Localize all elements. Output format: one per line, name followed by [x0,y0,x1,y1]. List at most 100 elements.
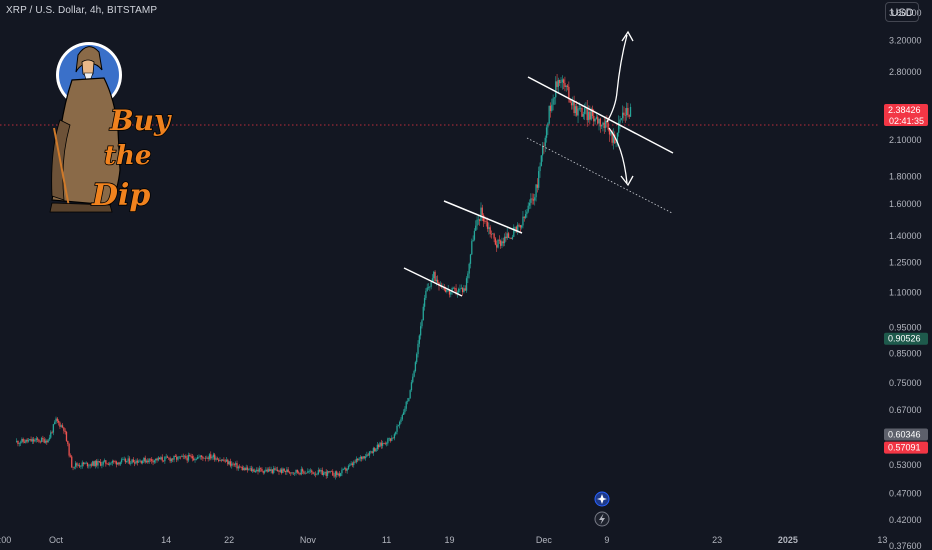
candle [618,115,620,137]
candle [64,428,66,435]
candle [581,105,583,118]
candle [619,116,621,130]
candle [287,466,289,473]
candle [60,424,62,428]
candle [552,94,554,111]
candle [96,459,98,468]
channel-lower-line[interactable] [526,137,673,214]
candle [174,454,177,457]
candle [628,114,630,119]
candle [538,166,540,191]
candle [347,464,350,470]
candle [515,225,518,233]
candle [326,469,329,479]
candle [25,439,27,444]
candle [246,465,249,473]
channel-upper-line[interactable] [527,76,674,154]
candle [191,453,194,462]
y-tick-label: 1.40000 [889,231,922,241]
candle [412,373,414,384]
candle [73,466,76,470]
candle [132,457,135,463]
candle [248,468,250,471]
lightning-icon[interactable] [594,511,610,527]
candle [84,462,86,465]
candle [266,467,268,473]
candle [52,423,55,436]
candle [40,436,43,443]
candle [270,466,272,474]
candle [158,457,161,460]
candle [265,467,267,472]
candle [198,454,200,459]
x-tick-label: Oct [49,535,64,545]
candle [342,468,344,471]
candle [557,77,560,93]
candle [320,468,322,474]
y-tick-label: 0.42000 [889,515,922,525]
candle [152,459,154,466]
currency-button[interactable]: USD [885,2,919,22]
candle [465,276,468,293]
candle [548,105,550,126]
y-tick-label: 1.80000 [889,171,922,181]
trendline-2[interactable] [443,200,523,234]
trendline-1[interactable] [403,267,463,297]
candle [179,456,182,460]
candle [481,204,483,222]
candle [473,228,476,242]
candle [477,214,480,225]
candle [123,456,125,462]
candle [203,457,205,459]
candle [237,465,239,471]
candle [156,457,158,463]
candle [195,457,197,461]
candle [524,209,527,220]
candle [65,430,68,442]
candle [598,118,600,131]
candle [206,455,208,459]
candle [397,424,399,427]
candle [277,466,279,472]
down-arrow-path [608,127,628,184]
candle [346,468,348,474]
candle [527,202,529,214]
candle [362,456,364,461]
candle [105,459,107,467]
candle [85,461,87,464]
candle [182,453,184,460]
candle [312,471,314,475]
candle [75,461,77,470]
candle [401,413,403,421]
x-tick-label: Dec [536,535,553,545]
candle [313,472,316,476]
price-badge: 0.90526 [884,332,928,345]
candle [461,286,464,296]
candle [621,105,624,123]
candle [555,76,557,105]
candle [258,465,260,473]
candle [262,470,264,475]
candle [103,458,106,463]
candle [353,460,355,468]
candle [216,456,218,460]
time-axis[interactable]: :00 Oct 14 22 Nov 11 19 Dec 9 23 2025 13 [0,535,887,545]
candle [405,400,407,412]
candle [34,438,36,443]
price-axis[interactable]: 0.376000.420000.470000.530000.600000.670… [880,0,932,550]
candle [244,466,246,471]
candle [48,434,51,441]
candle [371,450,373,454]
candle [572,96,574,110]
candle [404,406,406,415]
add-alert-icon[interactable] [594,491,610,507]
candle [586,99,588,127]
candle [26,438,28,444]
candle [513,224,515,238]
candle [115,460,117,468]
candle [253,468,255,473]
